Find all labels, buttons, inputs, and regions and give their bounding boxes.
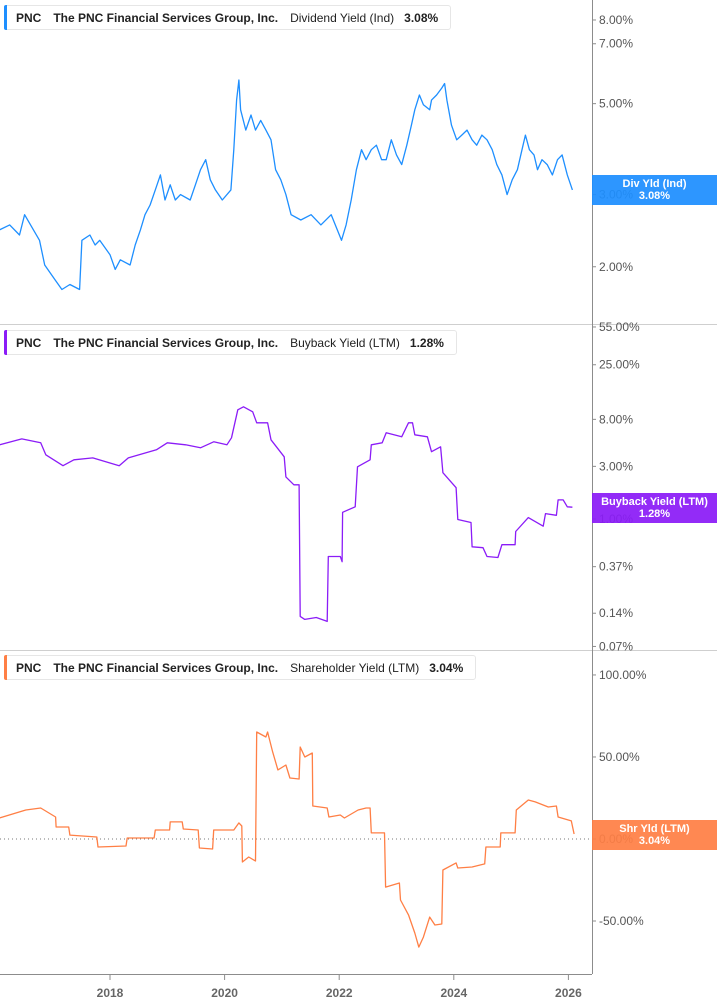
y-tick-label: 25.00%: [599, 358, 640, 372]
y-tick-label: 3.00%: [599, 459, 633, 473]
y-tick-label: 0.37%: [599, 560, 633, 574]
legend-company: The PNC Financial Services Group, Inc.: [53, 335, 279, 350]
legend-metric: Dividend Yield (Ind): [290, 10, 395, 25]
y-tick-label: 100.00%: [599, 668, 647, 682]
legend-metric: Buyback Yield (LTM): [290, 335, 400, 350]
tag-value: 1.28%: [638, 508, 671, 520]
x-tick-label: 2020: [211, 986, 238, 1000]
legend-company: The PNC Financial Services Group, Inc.: [53, 660, 279, 675]
legend-shareholder-yield: PNC The PNC Financial Services Group, In…: [4, 655, 477, 680]
series-color-marker: [4, 655, 7, 680]
legend-value: 3.04%: [429, 660, 464, 675]
y-tick-label: 50.00%: [599, 750, 640, 764]
last-value-tag-dividend: Div Yld (Ind) 3.08%: [592, 175, 717, 205]
y-tick-label: 0.07%: [599, 639, 633, 653]
x-tick-label: 2018: [97, 986, 124, 1000]
legend-value: 3.08%: [404, 10, 439, 25]
series-line-buyback-yield: [0, 406, 573, 623]
last-value-tag-shareholder: Shr Yld (LTM) 3.04%: [592, 820, 717, 850]
y-tick-label: 8.00%: [599, 412, 633, 426]
last-value-tag-buyback: Buyback Yield (LTM) 1.28%: [592, 493, 717, 523]
y-tick-label: 2.00%: [599, 260, 633, 274]
tag-value: 3.04%: [638, 835, 671, 847]
series-color-marker: [4, 5, 7, 30]
x-tick-label: 2026: [555, 986, 582, 1000]
legend-ticker: PNC: [16, 660, 42, 675]
legend-ticker: PNC: [16, 335, 42, 350]
tag-value: 3.08%: [638, 190, 671, 202]
y-tick-label: 55.00%: [599, 320, 640, 334]
y-tick-label: -50.00%: [599, 914, 644, 928]
tag-label: Shr Yld (LTM): [619, 823, 690, 835]
x-tick-label: 2022: [326, 986, 353, 1000]
legend-value: 1.28%: [409, 335, 444, 350]
y-tick-label: 5.00%: [599, 97, 633, 111]
y-tick-label: 8.00%: [599, 13, 633, 27]
legend-ticker: PNC: [16, 10, 42, 25]
tag-label: Buyback Yield (LTM): [601, 496, 708, 508]
series-line-dividend-yield: [0, 79, 574, 291]
y-tick-label: 7.00%: [599, 37, 633, 51]
legend-metric: Shareholder Yield (LTM): [290, 660, 420, 675]
y-tick-label: 0.14%: [599, 606, 633, 620]
tag-label: Div Yld (Ind): [622, 178, 687, 190]
series-line-shareholder-yield: [0, 731, 575, 948]
legend-company: The PNC Financial Services Group, Inc.: [53, 10, 279, 25]
legend-buyback-yield: PNC The PNC Financial Services Group, In…: [4, 330, 457, 355]
x-tick-label: 2024: [440, 986, 467, 1000]
series-color-marker: [4, 330, 7, 355]
legend-dividend-yield: PNC The PNC Financial Services Group, In…: [4, 5, 452, 30]
